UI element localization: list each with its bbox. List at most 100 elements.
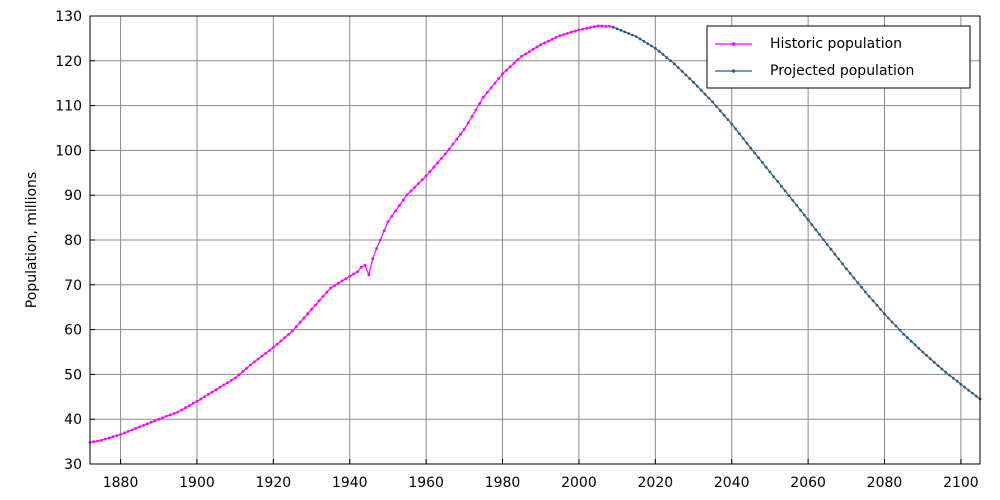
data-point (753, 151, 756, 155)
data-point (875, 303, 879, 307)
data-point (543, 41, 546, 45)
data-point (692, 80, 695, 84)
data-point (344, 277, 348, 280)
data-point (111, 435, 115, 439)
data-point (894, 324, 898, 328)
data-point (657, 50, 661, 53)
x-tick-label: 1980 (485, 475, 521, 491)
data-point (619, 28, 623, 32)
data-point (722, 113, 726, 117)
data-point (623, 30, 627, 34)
data-point (646, 42, 650, 45)
data-point (886, 316, 890, 320)
data-point (822, 238, 825, 242)
data-point (650, 44, 653, 48)
data-point (436, 161, 439, 165)
data-point (382, 229, 386, 233)
data-point (134, 426, 138, 430)
data-point (203, 395, 207, 398)
data-point (856, 281, 860, 284)
data-point (860, 285, 863, 289)
data-point (955, 379, 959, 383)
data-point (268, 349, 271, 352)
data-point (661, 53, 665, 56)
x-tick-label: 2080 (867, 475, 903, 491)
data-point (440, 157, 443, 160)
series-projected (611, 25, 982, 401)
data-point (913, 343, 917, 347)
data-point (298, 320, 302, 324)
data-point (130, 428, 134, 432)
legend-label: Projected population (770, 63, 914, 79)
data-point (264, 351, 268, 355)
x-tick-label: 1920 (256, 475, 292, 491)
data-point (199, 397, 203, 401)
data-point (909, 339, 913, 343)
x-axis: 1880 1900 1920 1940 1960 1980 2000 2020 2040 2060… (103, 459, 979, 491)
data-point (879, 308, 883, 311)
data-point (424, 174, 428, 178)
data-point (237, 373, 241, 377)
data-point (241, 370, 245, 373)
y-tick-label: 30 (64, 457, 82, 473)
data-point (256, 357, 260, 361)
data-point (802, 213, 806, 217)
data-point (596, 24, 600, 28)
data-point (107, 436, 111, 440)
data-point (294, 325, 298, 328)
data-point (581, 27, 585, 31)
data-point (925, 354, 928, 357)
data-point (730, 122, 734, 126)
data-point (275, 342, 279, 346)
data-point (233, 376, 237, 380)
data-point (776, 180, 779, 183)
data-point (398, 204, 401, 207)
data-point (562, 33, 565, 36)
data-point (535, 45, 539, 49)
data-point (680, 69, 684, 73)
data-point (936, 364, 940, 367)
data-point (432, 165, 436, 169)
data-point (508, 65, 512, 69)
data-point (176, 410, 180, 414)
data-point (218, 385, 222, 389)
data-point (214, 388, 218, 391)
data-point (92, 440, 96, 444)
data-point (191, 402, 195, 405)
data-point (627, 32, 630, 35)
data-point (413, 185, 417, 189)
x-tick-label: 1940 (332, 475, 368, 491)
data-point (497, 77, 501, 80)
data-point (478, 102, 481, 105)
x-tick-label: 1900 (179, 475, 215, 491)
data-point (420, 178, 424, 182)
data-point (699, 88, 703, 92)
data-point (932, 360, 936, 364)
data-point (207, 392, 210, 396)
data-point (608, 24, 611, 28)
data-point (103, 437, 107, 441)
data-point (760, 161, 764, 164)
data-point (356, 270, 359, 274)
data-point (466, 121, 470, 125)
data-point (764, 165, 768, 169)
data-point (676, 66, 680, 69)
x-tick-label: 2000 (561, 475, 597, 491)
data-point (119, 433, 122, 436)
data-point (340, 279, 344, 283)
data-point (527, 50, 531, 54)
data-point (260, 354, 264, 358)
data-point (279, 339, 283, 343)
data-point (841, 262, 844, 266)
data-point (195, 399, 199, 403)
data-point (810, 223, 814, 227)
data-point (604, 24, 608, 28)
data-point (321, 295, 325, 298)
data-point (718, 109, 722, 113)
data-point (447, 147, 451, 151)
data-point (462, 127, 466, 131)
data-point (673, 62, 676, 66)
data-point (638, 37, 642, 41)
data-point (787, 194, 791, 198)
